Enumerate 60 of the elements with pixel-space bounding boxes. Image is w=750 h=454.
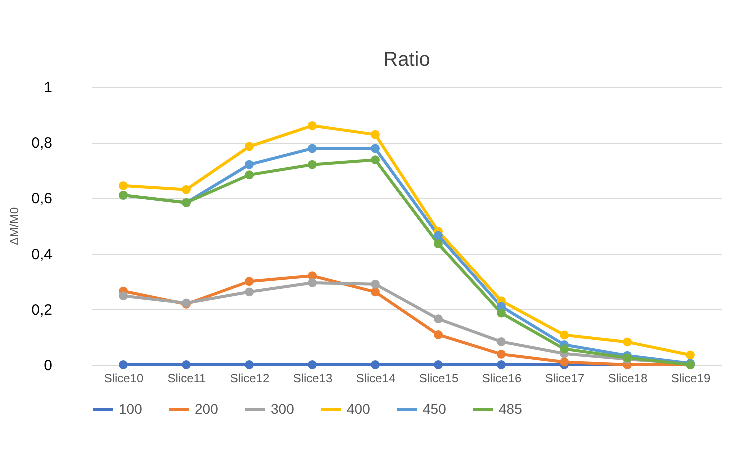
point <box>371 156 380 165</box>
point <box>371 288 380 297</box>
point <box>245 170 254 180</box>
point <box>245 360 254 370</box>
point <box>119 360 128 370</box>
legend-label: 100 <box>119 400 143 417</box>
y-axis-title: ΔM/M0 <box>8 207 22 246</box>
point <box>119 182 128 190</box>
legend-label: 450 <box>423 400 447 417</box>
chart-title: Ratio <box>384 49 430 71</box>
point <box>245 288 254 297</box>
legend-label: 200 <box>195 400 219 417</box>
point <box>308 121 317 130</box>
point <box>497 360 506 370</box>
point <box>434 240 443 249</box>
point <box>119 292 128 301</box>
point <box>434 360 443 370</box>
x-tick-label: Slice17 <box>545 372 586 386</box>
point <box>245 142 254 152</box>
x-tick-label: Slice14 <box>356 372 396 386</box>
y-tick-label: 1 <box>44 80 52 96</box>
point <box>371 144 380 154</box>
y-tick-label: 0,8 <box>32 135 52 152</box>
point <box>434 330 443 340</box>
point <box>497 308 506 318</box>
point <box>245 160 254 170</box>
legend-label: 300 <box>271 400 295 417</box>
point <box>308 360 317 370</box>
legend-label: 400 <box>347 400 371 417</box>
point <box>497 337 506 346</box>
y-tick-label: 0,4 <box>32 246 52 264</box>
point <box>371 130 380 140</box>
x-tick-label: Slice19 <box>671 372 712 386</box>
legend-label: 485 <box>499 400 523 417</box>
y-tick-label: 0,2 <box>32 302 52 319</box>
point <box>686 350 695 360</box>
point <box>245 277 254 286</box>
point <box>623 338 632 347</box>
y-tick-label: 0,6 <box>32 190 52 208</box>
x-tick-label: Slice11 <box>168 372 207 386</box>
point <box>182 185 191 194</box>
y-tick-label: 0 <box>44 358 52 374</box>
point <box>371 360 380 370</box>
point <box>560 344 569 354</box>
x-tick-label: Slice15 <box>419 372 460 386</box>
point <box>182 360 191 370</box>
x-tick-label: Slice16 <box>482 372 522 386</box>
point <box>308 160 317 170</box>
point <box>308 278 317 288</box>
point <box>497 350 506 359</box>
x-tick-label: Slice13 <box>293 372 334 386</box>
point <box>371 280 380 289</box>
x-tick-label: Slice10 <box>104 372 144 386</box>
point <box>560 358 569 367</box>
point <box>308 144 317 154</box>
point <box>434 231 443 240</box>
point <box>560 330 569 340</box>
x-tick-label: Slice18 <box>608 372 648 386</box>
point <box>434 314 443 324</box>
x-tick-label: Slice12 <box>230 372 270 386</box>
